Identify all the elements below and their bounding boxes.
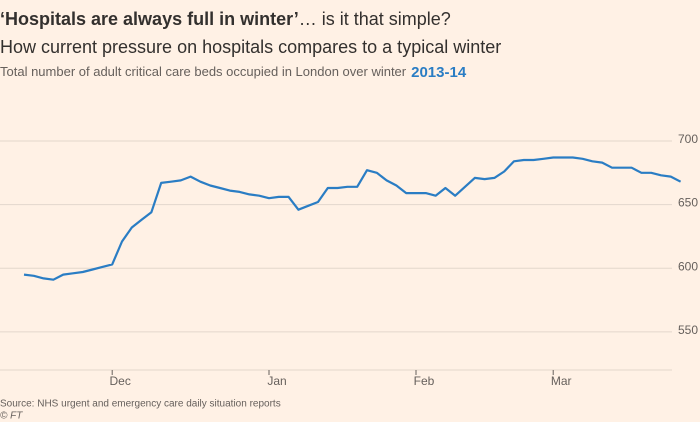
data-line (23, 156, 682, 281)
y-tick-label: 650 (678, 196, 698, 210)
highlight: 2013-14 (411, 64, 467, 81)
y-tick-label: 550 (678, 323, 698, 337)
chart-subtitle: How current pressure on hospitals compar… (0, 37, 501, 57)
description: Total number of adult critical care beds… (0, 64, 407, 79)
x-tick-label: Dec (110, 374, 131, 388)
title-bold: ‘Hospitals are always full in winter’ (0, 9, 299, 29)
x-tick-label: Mar (551, 374, 572, 388)
source: Source: NHS urgent and emergency care da… (0, 399, 281, 410)
title-rest: … is it that simple? (299, 9, 451, 29)
x-tick-label: Feb (414, 374, 435, 388)
y-tick-label: 700 (678, 132, 698, 146)
x-tick-label: Jan (267, 374, 286, 388)
chart-title: ‘Hospitals are always full in winter’… i… (0, 9, 451, 29)
credit: © FT (0, 411, 23, 422)
chart-description: Total number of adult critical care beds… (0, 64, 467, 81)
y-tick-label: 600 (678, 259, 698, 273)
